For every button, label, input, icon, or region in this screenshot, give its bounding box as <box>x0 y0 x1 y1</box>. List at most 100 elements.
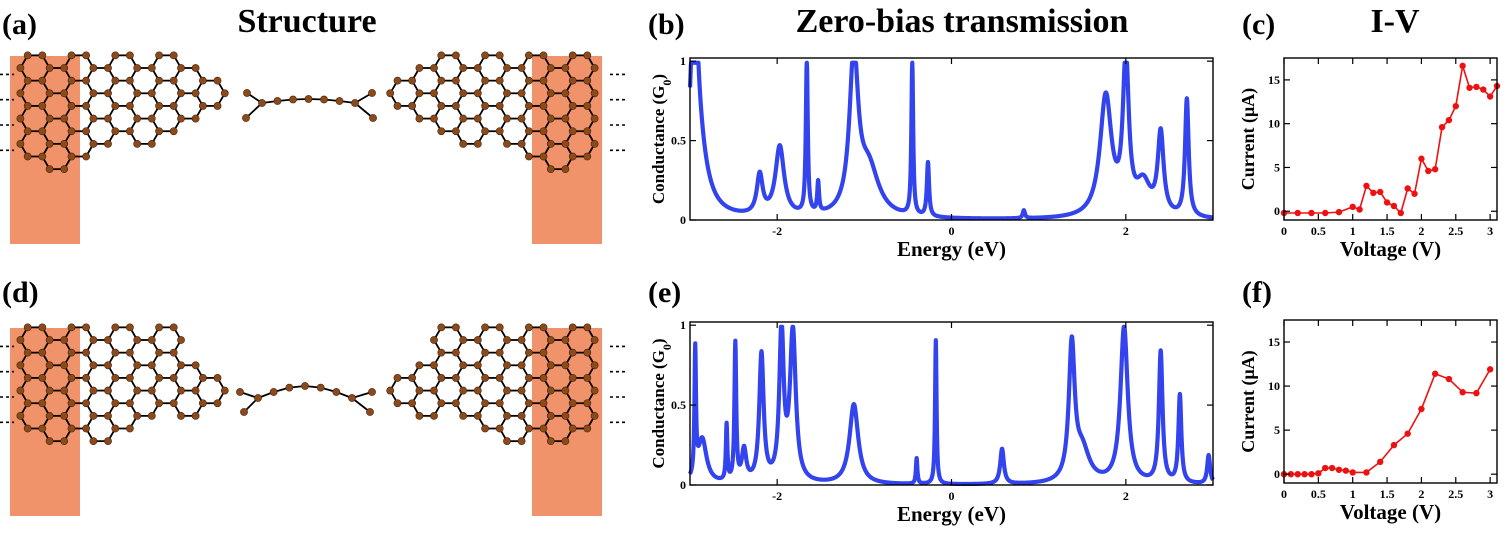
atom <box>67 152 76 161</box>
atom <box>133 114 142 123</box>
y-tick-label: 1 <box>680 54 686 68</box>
atom <box>539 424 548 433</box>
atom <box>38 374 47 382</box>
atom <box>82 152 90 161</box>
atom <box>590 114 599 123</box>
atom <box>45 64 54 72</box>
iv-data-point <box>1418 155 1425 162</box>
atom <box>104 114 112 123</box>
iv-data-point <box>1356 206 1363 213</box>
atom <box>89 139 98 148</box>
atom <box>125 323 134 332</box>
atom <box>89 336 98 344</box>
iv-data-point <box>1308 209 1315 217</box>
atom <box>191 114 200 123</box>
atom <box>60 89 69 98</box>
atom <box>125 51 134 60</box>
atom <box>495 424 504 433</box>
atom <box>220 386 229 395</box>
iv-data-point <box>1390 202 1398 210</box>
atom <box>583 152 592 161</box>
atom <box>104 64 112 72</box>
iv-data-point <box>1349 203 1356 211</box>
atom <box>539 399 548 408</box>
atom <box>495 102 504 110</box>
atom <box>568 399 577 408</box>
y-tick-label: 1 <box>680 318 686 332</box>
title-iv: I-V <box>1370 3 1420 40</box>
atom <box>561 114 570 123</box>
atom <box>517 336 526 344</box>
y-tick-label: 0.5 <box>671 134 686 148</box>
x-tick-label: -2 <box>772 489 782 503</box>
atom <box>111 424 120 433</box>
x-tick-label: 2 <box>1418 224 1424 238</box>
atom <box>38 51 47 60</box>
iv-data-point <box>1294 209 1301 217</box>
iv-data-point <box>1308 470 1315 478</box>
atom <box>473 411 482 420</box>
atom <box>583 76 592 85</box>
atom <box>67 424 76 433</box>
atom <box>546 336 555 344</box>
x-tick-label: 2 <box>1418 487 1424 501</box>
y-tick-label: 0 <box>1274 204 1280 218</box>
atom <box>568 348 577 357</box>
iv-data-point <box>1438 123 1446 131</box>
atom <box>104 139 112 148</box>
atom <box>125 127 134 136</box>
atom <box>459 139 468 148</box>
atom <box>89 437 98 446</box>
atom <box>503 361 511 370</box>
atom <box>67 399 76 408</box>
atom <box>38 127 47 136</box>
atom <box>125 76 134 85</box>
atom <box>16 336 25 344</box>
atom <box>495 76 504 85</box>
atom <box>583 127 592 136</box>
atom <box>23 323 32 332</box>
atom <box>415 89 424 98</box>
atom <box>45 114 54 123</box>
atom <box>111 348 120 357</box>
atom <box>430 361 438 370</box>
y-tick-label: 0 <box>680 478 686 492</box>
panel-label-d: (d) <box>2 276 39 309</box>
atom <box>60 411 69 420</box>
atom <box>89 411 98 420</box>
x-tick-label: 1.5 <box>1380 224 1395 238</box>
atom <box>198 399 207 408</box>
atom <box>568 51 577 60</box>
iv-data-point <box>1486 93 1494 100</box>
atom <box>45 165 54 174</box>
atom <box>561 361 570 370</box>
atom <box>60 386 69 395</box>
atom <box>408 399 416 408</box>
atom <box>539 127 548 136</box>
atom <box>473 64 482 72</box>
atom <box>111 323 120 332</box>
atom <box>147 336 156 344</box>
atom <box>503 386 511 395</box>
y-tick-label: 10 <box>1268 379 1280 393</box>
iv-data-point <box>1363 182 1370 190</box>
atom <box>473 336 482 344</box>
atom <box>125 102 134 110</box>
atom <box>561 64 570 72</box>
atom <box>104 411 112 420</box>
iv-data-point <box>1445 375 1453 383</box>
atom <box>590 361 599 370</box>
iv-data-point <box>1404 430 1411 437</box>
iv-data-point <box>1349 469 1356 476</box>
atom <box>561 165 570 174</box>
atom <box>539 51 548 60</box>
atom <box>517 89 526 98</box>
x-axis-title: Energy (eV) <box>897 502 1006 526</box>
y-axis-title: Current (μA) <box>1238 350 1259 452</box>
atom <box>473 114 482 123</box>
iv-data-point <box>1445 116 1453 124</box>
atom <box>177 361 185 370</box>
atom <box>133 139 142 148</box>
atom <box>155 374 163 382</box>
atom <box>495 374 504 382</box>
